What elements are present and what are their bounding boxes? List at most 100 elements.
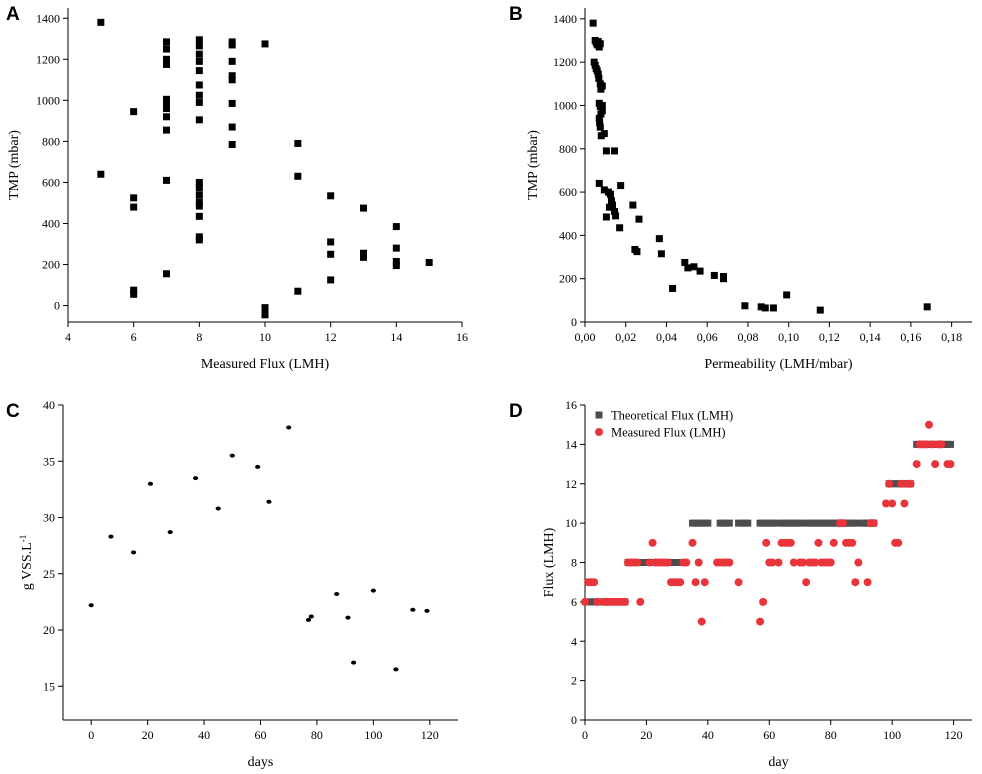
data-point	[410, 607, 416, 612]
data-point	[195, 67, 203, 75]
x-tick-label: 80	[825, 728, 837, 742]
data-point	[228, 72, 236, 80]
data-point	[811, 558, 820, 567]
data-point	[768, 558, 777, 567]
x-tick-label: 0,16	[900, 330, 921, 344]
data-point	[697, 617, 706, 626]
data-point	[762, 538, 771, 547]
data-point	[228, 140, 236, 148]
data-point	[925, 420, 933, 429]
panel-a: A 4 6 8 10 12 14 16 0 200 400 600 800 1000 1200 1400 Mea…	[6, 4, 468, 372]
data-point	[869, 519, 878, 528]
data-point	[757, 303, 765, 311]
data-point	[163, 60, 170, 68]
x-axis-title: Measured Flux (LMH)	[201, 357, 330, 372]
data-point	[921, 440, 930, 449]
data-point	[228, 76, 236, 84]
data-point	[802, 578, 811, 587]
x-tick-label: 0,06	[697, 330, 718, 344]
y-tick-label: 1200	[553, 55, 577, 69]
panel-c: C 0 20 40 60 80 100 120 15 20 25 30 35 40 days g VSS.L-…	[6, 398, 458, 770]
y-tick-label: 400	[42, 216, 60, 230]
data-point	[906, 479, 915, 488]
data-point	[947, 440, 954, 448]
x-tick-label: 8	[196, 330, 202, 344]
x-tick-label: 40	[702, 728, 714, 742]
data-point	[759, 597, 768, 606]
data-point	[392, 244, 400, 252]
data-point	[620, 597, 629, 606]
y-tick-label: 15	[43, 679, 55, 693]
data-point	[663, 558, 672, 567]
data-point	[602, 147, 610, 155]
data-point	[725, 519, 733, 527]
y-tick-label: 20	[43, 623, 55, 637]
data-point	[215, 506, 221, 511]
data-point	[851, 519, 859, 527]
data-point	[195, 57, 203, 65]
x-tick-label: 0,04	[656, 330, 677, 344]
data-point	[195, 50, 203, 58]
data-point	[606, 190, 614, 198]
data-point	[163, 99, 170, 107]
data-point	[261, 40, 269, 48]
data-point	[593, 597, 602, 606]
data-point	[228, 41, 236, 49]
data-point	[598, 82, 606, 90]
data-point	[816, 306, 824, 314]
data-point	[424, 608, 430, 613]
x-tick-label: 0	[88, 728, 94, 742]
data-point	[669, 284, 677, 292]
data-point	[897, 479, 906, 488]
data-point	[345, 615, 351, 620]
y-tick-label: 1200	[36, 52, 60, 66]
data-point	[195, 81, 203, 89]
y-tick-label: 8	[571, 556, 577, 570]
data-point	[108, 534, 114, 539]
data-point	[594, 70, 602, 78]
legend-label: Theoretical Flux (LMH)	[611, 409, 733, 423]
data-point	[676, 578, 685, 587]
data-point	[596, 119, 604, 127]
data-point	[602, 213, 610, 221]
x-tick-label: 60	[255, 728, 267, 742]
data-point	[195, 198, 203, 206]
data-point	[928, 440, 937, 449]
data-point	[839, 519, 847, 528]
data-point	[682, 558, 691, 567]
data-point	[684, 264, 692, 272]
y-tick-label: 1000	[553, 98, 577, 112]
data-point	[657, 250, 665, 258]
x-tick-label: 120	[421, 728, 439, 742]
series-0	[584, 440, 954, 606]
data-point	[786, 538, 795, 547]
data-point	[710, 271, 718, 279]
y-tick-label: 1400	[553, 12, 577, 26]
data-point	[130, 108, 138, 116]
data-point	[635, 215, 643, 223]
data-point	[600, 186, 608, 194]
x-tick-label: 10	[259, 330, 271, 344]
data-point	[425, 258, 433, 266]
x-tick-label: 12	[325, 330, 337, 344]
data-point	[595, 179, 603, 187]
data-point	[617, 182, 625, 190]
data-point	[261, 307, 269, 315]
data-point	[598, 101, 606, 109]
data-point	[195, 116, 203, 124]
data-point	[195, 42, 203, 50]
data-point	[195, 202, 203, 210]
data-point	[228, 123, 236, 131]
data-point	[882, 499, 890, 508]
data-point	[937, 440, 946, 449]
data-point	[923, 303, 931, 311]
x-tick-label: 14	[390, 330, 402, 344]
data-point	[863, 578, 872, 587]
data-point	[255, 464, 261, 469]
data-point	[681, 258, 689, 266]
data-point	[163, 38, 170, 46]
data-point	[607, 197, 615, 205]
data-point	[720, 273, 728, 281]
data-point	[851, 578, 860, 587]
